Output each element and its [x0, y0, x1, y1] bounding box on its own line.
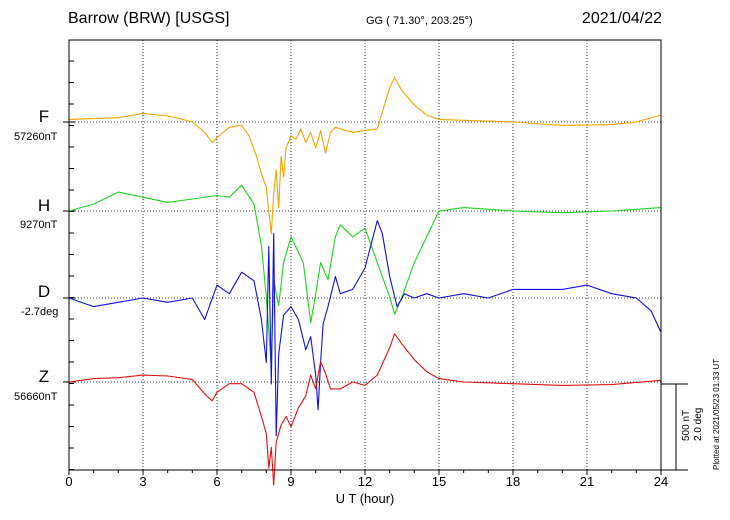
x-tick-label: 0: [65, 474, 73, 489]
x-tick-label: 9: [287, 474, 295, 489]
x-tick-label: 3: [139, 474, 147, 489]
plotted-timestamp: Plotted at 2021/05/23 01:33 UT: [712, 358, 721, 470]
x-axis-label-text: U T (hour): [335, 491, 395, 506]
x-tick-label: 24: [653, 474, 669, 489]
series-line-h: [68, 184, 662, 367]
scale-nt-label: 500 nT: [681, 409, 692, 441]
x-axis-label: U T (hour): [0, 491, 730, 506]
channel-baseline-h: 9270nT: [20, 219, 58, 231]
channel-baseline-z: 56660nT: [14, 391, 58, 403]
x-tick-label: 15: [431, 474, 447, 489]
channel-baseline-f: 57260nT: [14, 131, 58, 143]
channel-label-h: H: [37, 196, 51, 215]
grid: [68, 40, 662, 475]
channel-label-d: D: [37, 282, 51, 301]
x-tick-label: 18: [505, 474, 521, 489]
x-tick-label: 21: [579, 474, 595, 489]
channel-baseline-d: -2.7deg: [21, 306, 59, 318]
scale-deg-label: 2.0 deg: [693, 407, 704, 441]
scale-bar-labels: 500 nT 2.0 deg: [666, 395, 712, 469]
series-lines: [68, 76, 662, 486]
channel-label-f: F: [38, 107, 50, 126]
plot-date: 2021/04/22: [581, 10, 662, 27]
series-line-z: [68, 333, 662, 486]
x-tick-label: 6: [213, 474, 221, 489]
x-tick-label: 12: [357, 474, 373, 489]
plot-frame: [68, 39, 662, 471]
station-title: Barrow (BRW) [USGS]: [68, 10, 230, 27]
channel-label-z: Z: [38, 367, 50, 386]
geographic-coords: GG ( 71.30°, 203.25°): [366, 15, 473, 27]
series-line-d: [68, 220, 662, 437]
baselines: [63, 121, 661, 383]
series-line-f: [68, 76, 662, 235]
scale-bar: [661, 383, 688, 471]
